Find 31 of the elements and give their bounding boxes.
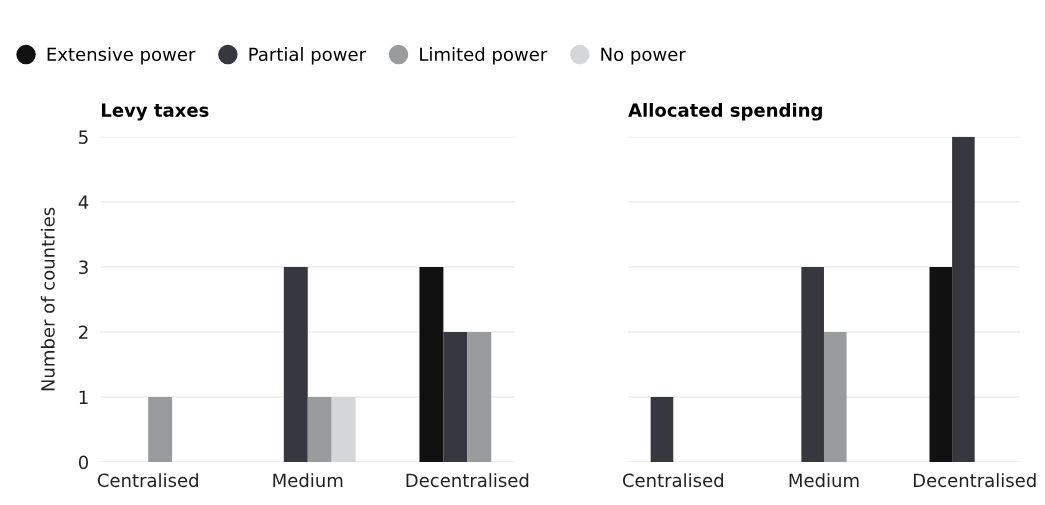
bar [467,331,492,463]
x-tick-label: Centralised [97,473,198,488]
y-tick-label: 5 [79,130,88,144]
x-tick-label: Centralised [622,473,723,488]
bar [929,266,953,463]
y-tick-label: 0 [78,455,89,470]
y-tick-label: 2 [79,325,88,339]
legend-label: Extensive power [47,47,196,65]
chart-title: Allocated spending [628,102,822,121]
x-tick-label: Decentralised [406,473,529,488]
bar [307,397,332,463]
y-tick-label: 4 [78,195,89,209]
bar [650,397,674,463]
bar [952,136,975,463]
y-tick-label: 3 [79,260,88,275]
x-tick-label: Medium [789,473,859,488]
x-tick-label: Decentralised [913,473,1036,488]
legend-label: Limited power [420,47,548,65]
bar [419,266,444,463]
bar [801,266,824,463]
y-axis-title: Number of countries [40,207,55,391]
bar [283,266,308,463]
legend-label: Partial power [249,47,367,65]
bar [331,397,356,463]
y-tick-label: 1 [79,390,88,404]
chart-title: Levy taxes [101,103,209,121]
legend-label: No power [601,47,686,65]
x-tick-label: Medium [273,473,343,488]
bar [148,397,173,463]
bar [443,331,468,463]
bar [823,331,847,463]
